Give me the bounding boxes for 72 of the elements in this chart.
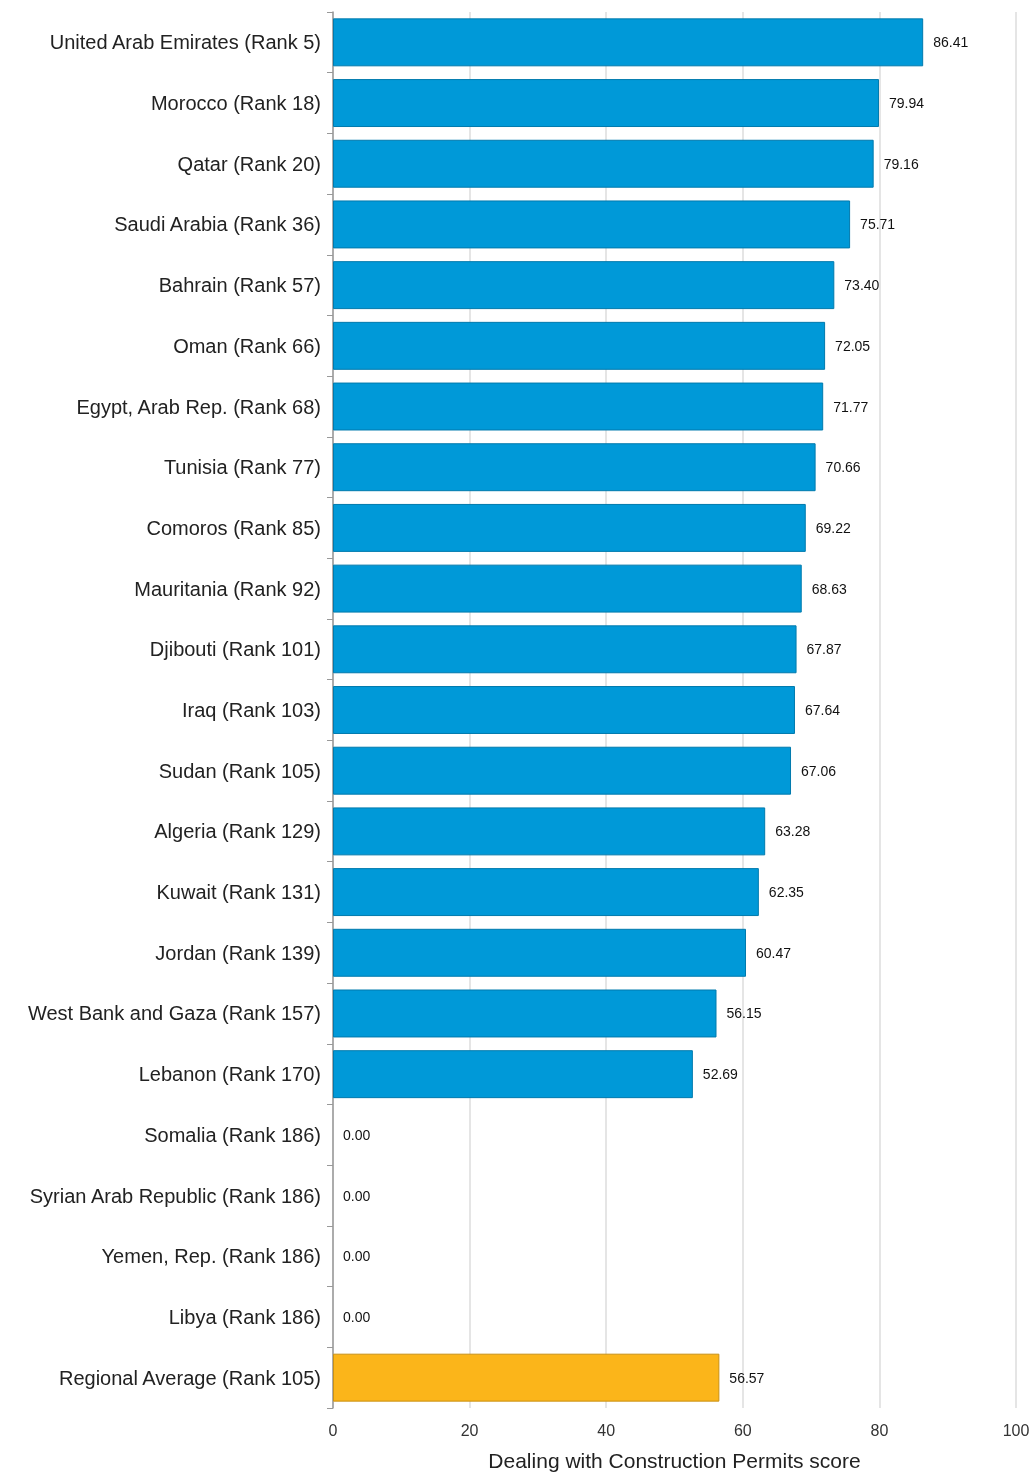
bar	[333, 382, 824, 431]
y-tick-label: Libya (Rank 186)	[168, 1305, 321, 1328]
bar	[333, 686, 795, 734]
data-label: 68.63	[811, 580, 847, 597]
bar	[333, 1353, 720, 1402]
y-tick-label: Jordan (Rank 139)	[155, 941, 321, 964]
data-label: 62.35	[768, 884, 805, 901]
bar	[333, 443, 816, 492]
y-tick-label: United Arab Emirates (Rank 5)	[49, 31, 321, 54]
data-label: 86.41	[933, 34, 969, 51]
y-tick-label: Yemen, Rep. (Rank 186)	[101, 1245, 321, 1268]
data-label: 75.71	[860, 216, 896, 233]
y-tick-label: Bahrain (Rank 57)	[158, 274, 321, 297]
bar	[333, 139, 874, 188]
data-label: 69.22	[815, 519, 852, 536]
data-label: 73.40	[844, 277, 880, 294]
y-tick-label: Djibouti (Rank 101)	[149, 638, 321, 661]
y-tick-label: Morocco (Rank 18)	[150, 92, 321, 115]
y-tick-label: Syrian Arab Republic (Rank 186)	[29, 1184, 321, 1207]
bar	[333, 564, 802, 613]
y-tick-label: Mauritania (Rank 92)	[134, 577, 321, 600]
data-label: 56.15	[726, 1005, 762, 1022]
bar	[333, 625, 797, 674]
bar	[333, 807, 766, 856]
x-tick-label: 0	[328, 1421, 338, 1439]
data-label: 0.00	[343, 1248, 371, 1265]
y-tick-label: Qatar (Rank 20)	[177, 152, 321, 175]
data-label: 79.94	[888, 95, 925, 112]
y-tick-label: Tunisia (Rank 77)	[163, 456, 321, 479]
bar	[333, 79, 879, 128]
y-tick-label: Comoros (Rank 85)	[146, 516, 321, 539]
y-tick-label: Iraq (Rank 103)	[182, 699, 321, 721]
data-label: 56.57	[729, 1369, 765, 1386]
data-label: 63.28	[775, 823, 811, 840]
data-label: 67.87	[806, 641, 842, 658]
data-label: 70.66	[825, 459, 861, 476]
y-tick-label: Oman (Rank 66)	[173, 334, 321, 357]
data-label: 67.64	[804, 702, 841, 718]
data-label: 0.00	[343, 1187, 371, 1204]
data-label: 52.69	[702, 1066, 739, 1083]
bar	[333, 989, 717, 1038]
bar	[333, 321, 826, 370]
data-label: 71.77	[833, 398, 869, 415]
x-tick-label: 40	[597, 1421, 616, 1439]
y-tick-label: Algeria (Rank 129)	[154, 820, 321, 843]
y-tick-label: Lebanon (Rank 170)	[138, 1063, 321, 1086]
y-tick-label: Saudi Arabia (Rank 36)	[114, 213, 321, 236]
x-tick-label: 100	[1002, 1421, 1030, 1439]
bar	[333, 18, 924, 67]
bar	[333, 868, 759, 917]
y-tick-label: Kuwait (Rank 131)	[156, 881, 321, 904]
data-label: 0.00	[343, 1126, 371, 1143]
y-tick-label: Egypt, Arab Rep. (Rank 68)	[76, 395, 321, 418]
y-tick-label: West Bank and Gaza (Rank 157)	[27, 1002, 321, 1025]
bar	[333, 261, 835, 310]
data-label: 72.05	[835, 337, 871, 354]
x-tick-label: 20	[460, 1421, 479, 1439]
bar	[333, 503, 806, 552]
y-tick-label: Regional Average (Rank 105)	[58, 1366, 321, 1389]
y-tick-label: Somalia (Rank 186)	[144, 1123, 321, 1146]
bar	[333, 200, 851, 249]
bar	[333, 928, 747, 977]
x-tick-label: 60	[733, 1421, 752, 1439]
y-tick-label: Sudan (Rank 105)	[158, 759, 321, 782]
x-axis-title: Dealing with Construction Permits score	[488, 1449, 861, 1472]
data-label: 60.47	[756, 944, 792, 961]
data-label: 0.00	[343, 1308, 371, 1325]
data-label: 67.06	[801, 762, 837, 779]
data-label: 79.16	[883, 155, 919, 172]
x-tick-label: 80	[870, 1421, 889, 1439]
bar	[333, 1050, 693, 1099]
bar	[333, 746, 792, 795]
